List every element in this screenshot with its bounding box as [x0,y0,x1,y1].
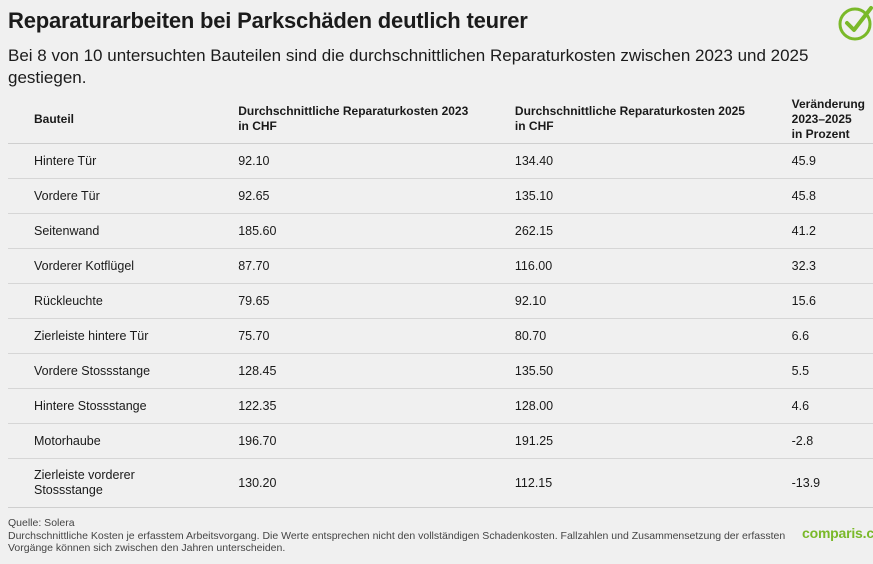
table-row: Zierleiste hintere Tür 75.70 80.70 6.6 [8,318,873,354]
table-header-row: Bauteil Durchschnittliche Reparaturkoste… [8,95,873,144]
footnote: Quelle: Solera Durchschnittliche Kosten … [8,517,788,555]
table-row: Motorhaube 196.70 191.25 -2.8 [8,423,873,459]
table-cell: 41.2 [765,213,873,249]
brand-logo: comparis.ch [802,525,873,541]
table-cell: -2.8 [765,423,873,459]
table-cell: Seitenwand [8,213,213,249]
table-row: Vordere Tür 92.65 135.10 45.8 [8,178,873,214]
table-cell: Motorhaube [8,423,213,459]
table-row: Hintere Stossstange 122.35 128.00 4.6 [8,388,873,424]
table-cell: -13.9 [765,458,873,508]
table-cell: 130.20 [212,458,489,508]
column-header: Veränderung 2023–2025 in Prozent [765,95,873,144]
table-cell: 122.35 [212,388,489,424]
table-cell: 5.5 [765,353,873,389]
table-cell: Zierleiste vorderer Stossstange [8,458,213,508]
table-cell: 15.6 [765,283,873,319]
table-row: Zierleiste vorderer Stossstange 130.20 112… [8,458,873,508]
table-cell: 32.3 [765,248,873,284]
chart-subtitle: Bei 8 von 10 untersuchten Bauteilen sind… [8,46,809,87]
table-cell: Hintere Tür [8,143,213,179]
table-row: Hintere Tür 92.10 134.40 45.9 [8,143,873,179]
table-cell: Vordere Stossstange [8,353,213,389]
method-note: Durchschnittliche Kosten je erfasstem Ar… [8,529,786,555]
table-cell: 92.10 [488,283,766,319]
table-row: Rückleuchte 79.65 92.10 15.6 [8,283,873,319]
table-cell: 185.60 [212,213,489,249]
table-body: Hintere Tür 92.10 134.40 45.9 Vordere Tür 92.… [8,143,873,508]
table-cell: Hintere Stossstange [8,388,213,424]
data-table: Bauteil Durchschnittliche Reparaturkoste… [8,95,873,508]
table-cell: 128.45 [212,353,489,389]
table-cell: 6.6 [765,318,873,354]
table-cell: 45.9 [765,143,873,179]
table-cell: 92.10 [212,143,489,179]
table-cell: 87.70 [212,248,489,284]
table-cell: 112.15 [488,458,766,508]
table-cell: 135.10 [488,178,766,214]
table-cell: 80.70 [488,318,766,354]
column-header: Bauteil [8,95,213,144]
table-cell: 135.50 [488,353,766,389]
table-cell: Zierleiste hintere Tür [8,318,213,354]
table-row: Vorderer Kotflügel 87.70 116.00 32.3 [8,248,873,284]
table-cell: 79.65 [212,283,489,319]
table-cell: 262.15 [488,213,766,249]
table-cell: 92.65 [212,178,489,214]
table-cell: 134.40 [488,143,766,179]
table-cell: Vorderer Kotflügel [8,248,213,284]
table-cell: 128.00 [488,388,766,424]
table-cell: 4.6 [765,388,873,424]
table-cell: 196.70 [212,423,489,459]
table-row: Seitenwand 185.60 262.15 41.2 [8,213,873,249]
table-cell: Rückleuchte [8,283,213,319]
column-header: Durchschnittliche Reparaturkosten 2023 i… [212,95,489,144]
table-cell: 191.25 [488,423,766,459]
column-header: Durchschnittliche Reparaturkosten 2025 i… [488,95,766,144]
table-row: Vordere Stossstange 128.45 135.50 5.5 [8,353,873,389]
table-cell: 116.00 [488,248,766,284]
checkmark-circle-icon [838,6,873,41]
source-note: Quelle: Solera [8,517,75,529]
table-cell: 75.70 [212,318,489,354]
table-cell: 45.8 [765,178,873,214]
table-cell: Vordere Tür [8,178,213,214]
chart-title: Reparaturarbeiten bei Parkschäden deutli… [8,8,528,33]
